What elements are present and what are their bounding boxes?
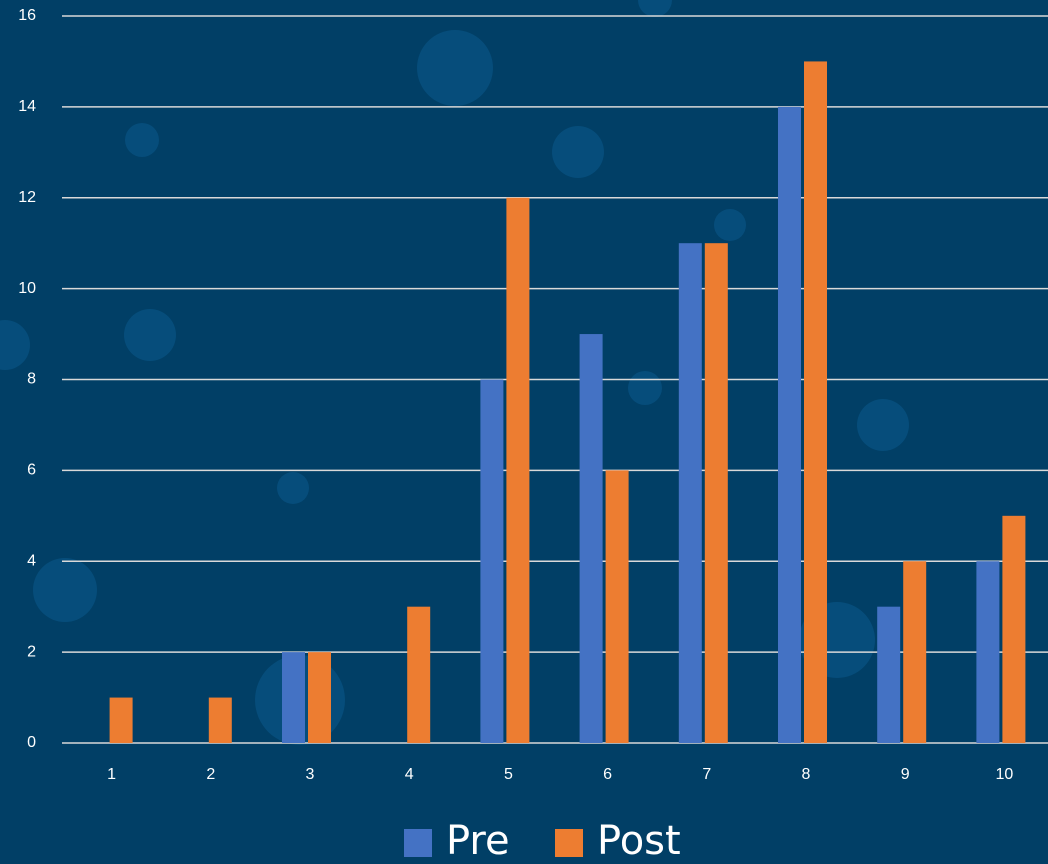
x-tick-label: 2 xyxy=(206,766,215,783)
bar xyxy=(480,379,504,743)
y-tick-label: 6 xyxy=(27,462,36,479)
bar xyxy=(804,61,827,743)
x-tick-label: 10 xyxy=(996,766,1014,783)
bar xyxy=(877,606,901,743)
legend-swatch xyxy=(404,829,432,857)
x-tick-label: 4 xyxy=(405,766,414,783)
legend-label: Pre xyxy=(446,818,510,864)
x-tick-label: 5 xyxy=(504,766,513,783)
bar xyxy=(579,334,603,743)
bar xyxy=(1002,515,1026,743)
x-tick-label: 7 xyxy=(702,766,711,783)
bar xyxy=(704,243,728,743)
x-tick-label: 6 xyxy=(603,766,612,783)
y-tick-label: 4 xyxy=(27,552,36,569)
y-tick-label: 14 xyxy=(18,98,36,115)
bar xyxy=(506,197,530,743)
bar xyxy=(109,697,133,743)
bar xyxy=(208,697,232,743)
y-tick-label: 10 xyxy=(18,280,36,297)
y-tick-label: 2 xyxy=(27,643,36,660)
bar xyxy=(903,561,927,743)
bar xyxy=(407,606,431,743)
y-tick-label: 0 xyxy=(27,734,36,751)
y-tick-label: 16 xyxy=(18,7,36,24)
legend-label: Post xyxy=(597,818,681,864)
legend-swatch xyxy=(555,829,583,857)
bar xyxy=(678,243,702,743)
bar xyxy=(308,652,331,743)
x-tick-label: 3 xyxy=(306,766,315,783)
bar xyxy=(976,561,1000,743)
x-tick-label: 8 xyxy=(802,766,811,783)
bar xyxy=(605,470,629,743)
y-tick-label: 8 xyxy=(27,371,36,388)
bar xyxy=(778,106,801,743)
y-tick-label: 12 xyxy=(18,189,36,206)
x-tick-label: 9 xyxy=(901,766,910,783)
bar xyxy=(282,652,305,743)
x-tick-label: 1 xyxy=(107,766,116,783)
